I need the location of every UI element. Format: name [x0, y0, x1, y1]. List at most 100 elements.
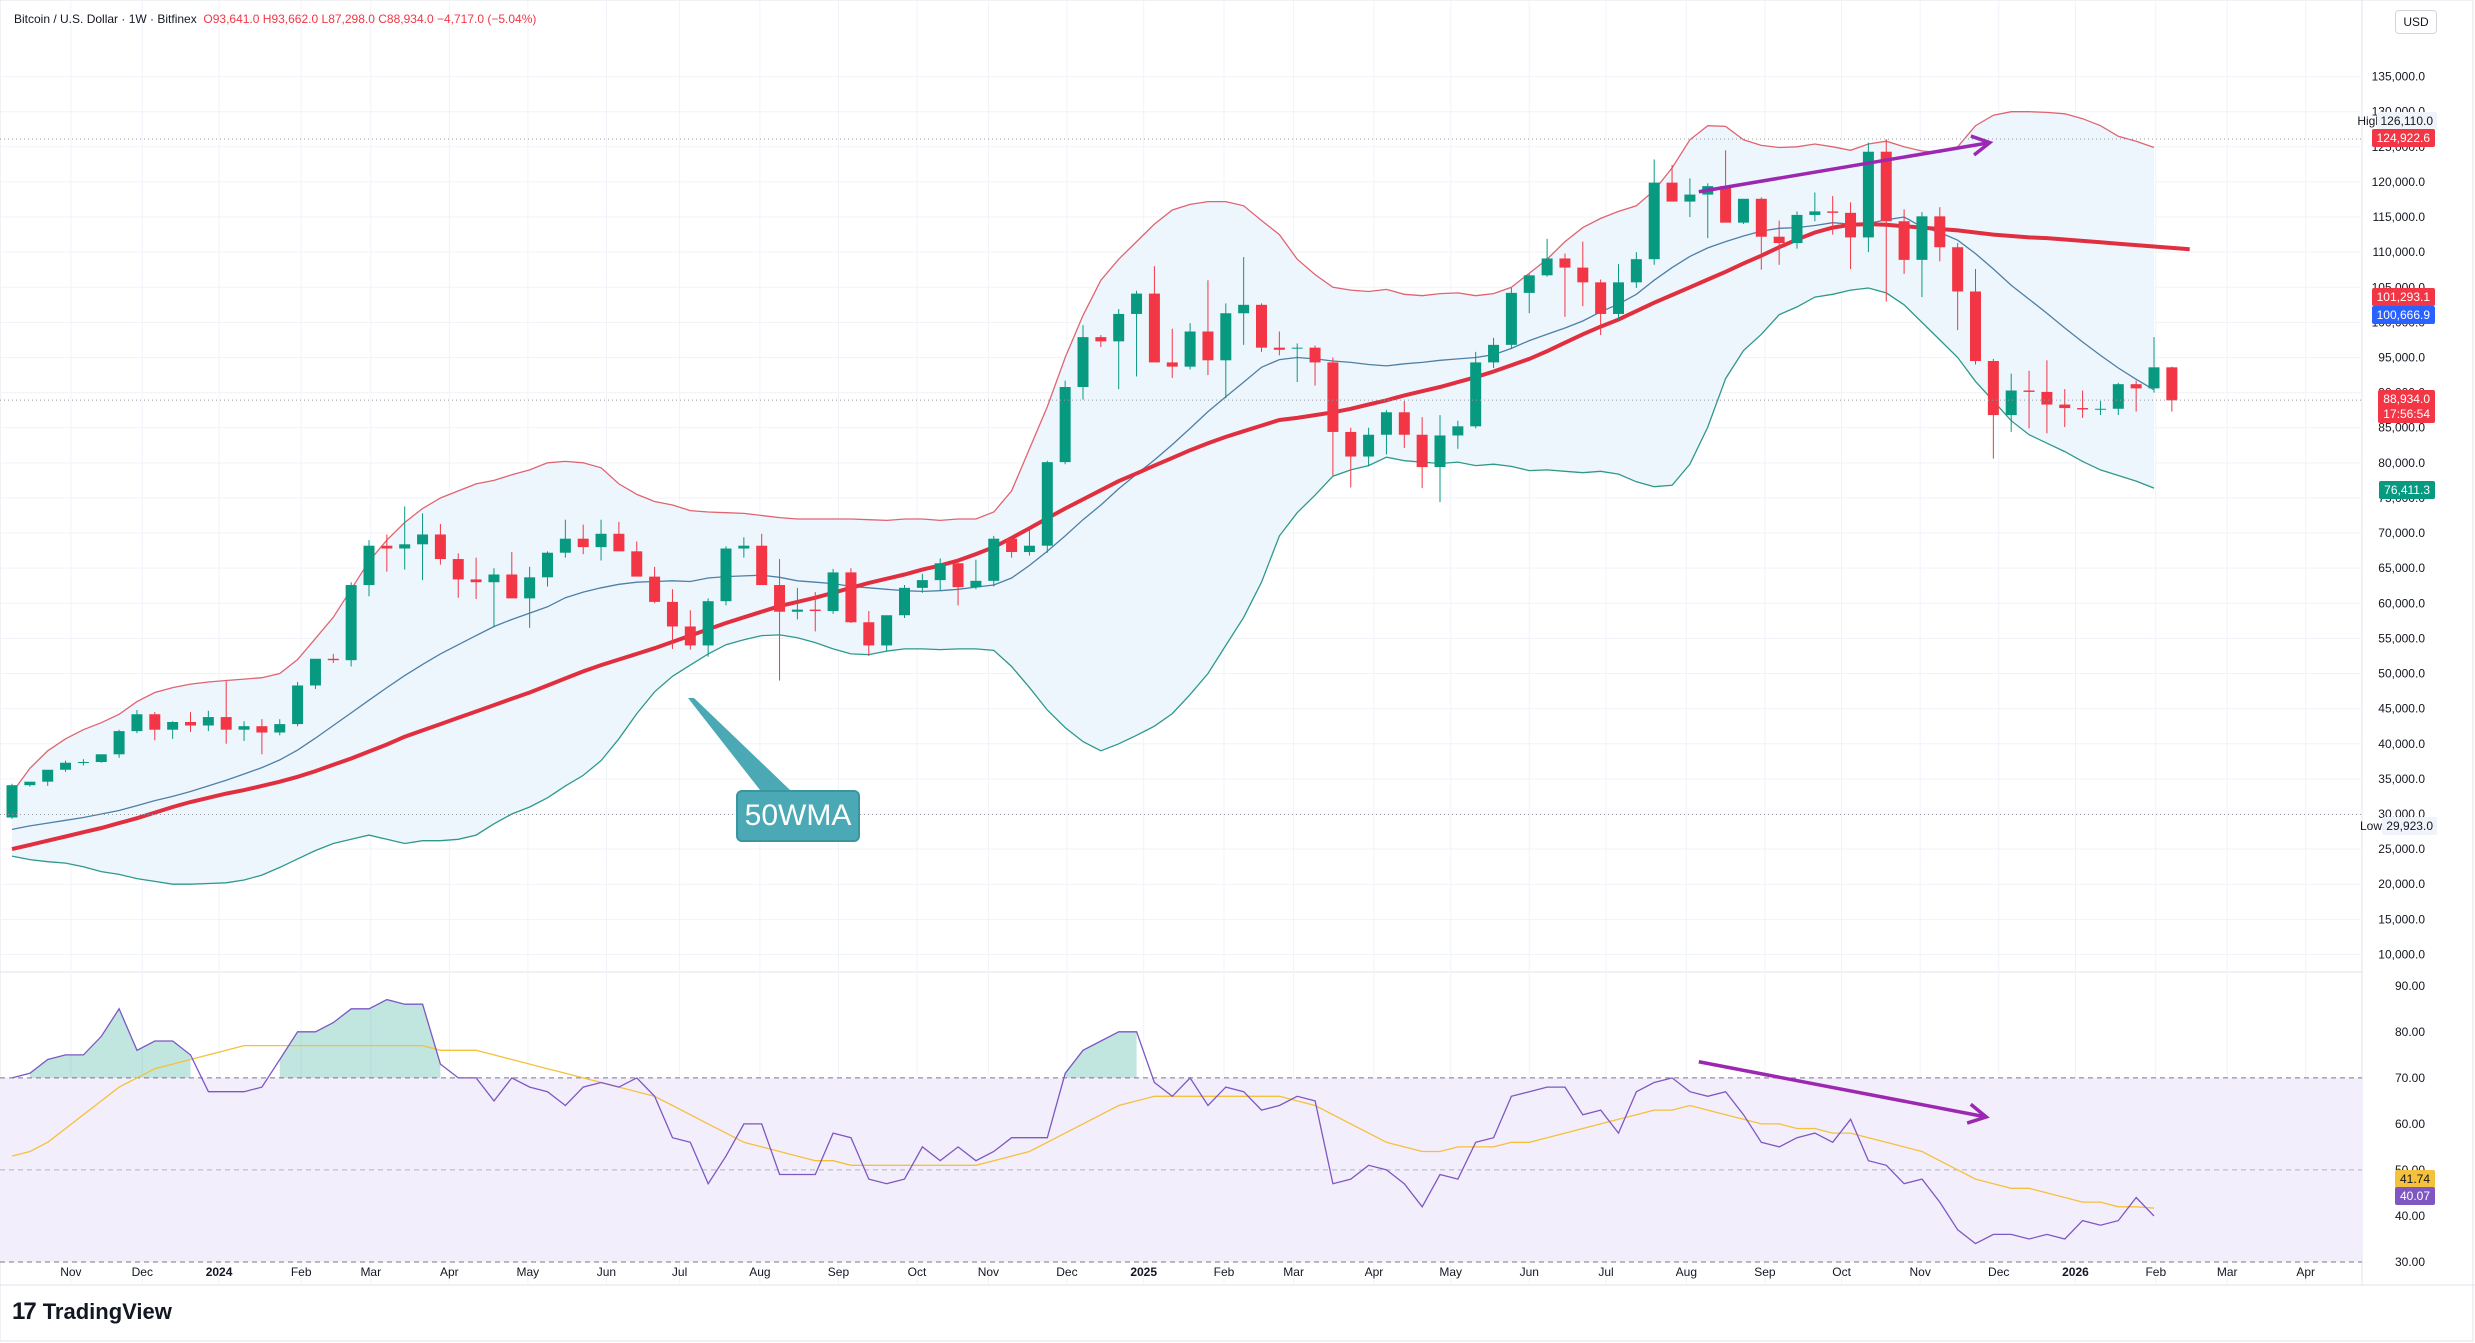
candle [1559, 253, 1571, 317]
candle [1684, 178, 1696, 218]
rsi-divergence-arrow-shaft [1698, 1060, 1987, 1119]
candle [1416, 417, 1428, 489]
candle [1630, 252, 1642, 288]
candle-body [1416, 434, 1428, 468]
candle [863, 611, 875, 656]
candle [1773, 220, 1785, 265]
candle-body [524, 577, 536, 599]
candle [1880, 139, 1892, 302]
candle-body [1827, 211, 1839, 213]
candle-body [1041, 462, 1053, 546]
price-tick-label: 110,000.0 [2373, 245, 2426, 259]
candle [60, 760, 72, 772]
candle-body [863, 622, 875, 646]
time-tick-label: Jun [1520, 1265, 1539, 1279]
time-tick-label: Mar [1283, 1265, 1304, 1279]
candle [6, 783, 18, 819]
candle-body [899, 587, 910, 616]
candle-body [1773, 236, 1785, 244]
candle [1327, 357, 1339, 476]
candle [2059, 389, 2071, 428]
candle [1380, 410, 1392, 455]
candle [774, 559, 786, 681]
wma-annotation-label[interactable]: 50WMA [736, 790, 860, 842]
candle [2005, 373, 2017, 432]
candle-body [649, 576, 661, 602]
rsi-tick-label: 60.00 [2395, 1117, 2425, 1131]
candle [42, 769, 54, 786]
candle [1577, 241, 1589, 307]
candle [756, 533, 768, 586]
candle [827, 568, 839, 614]
candle-body [77, 762, 89, 764]
candle [1309, 345, 1321, 386]
candle [1970, 269, 1981, 365]
candle-body [274, 724, 286, 733]
candle-body [434, 534, 446, 560]
currency-button[interactable]: USD [2395, 10, 2437, 34]
candle-body [1952, 247, 1964, 292]
symbol-name: Bitcoin / U.S. Dollar · 1W · Bitfinex [14, 12, 197, 26]
candle [2041, 360, 2053, 434]
price-tick-label: 65,000.0 [2378, 561, 2425, 575]
candle [1862, 142, 1874, 253]
time-tick-label: Feb [1214, 1265, 1235, 1279]
candle [1470, 351, 1482, 429]
candle-body [1256, 304, 1267, 348]
candle [542, 551, 553, 587]
price-tick-label: 120,000.0 [2372, 175, 2426, 189]
time-tick-label: 2026 [2062, 1265, 2089, 1279]
time-tick-label: Oct [908, 1265, 927, 1279]
candle-body [1666, 182, 1678, 202]
candle [916, 573, 928, 593]
candle-body [702, 601, 714, 646]
candle-body [1684, 194, 1696, 202]
time-tick-label: Feb [2145, 1265, 2166, 1279]
candle-body [309, 658, 321, 686]
candle [274, 719, 286, 736]
candle [970, 559, 982, 590]
candle [1898, 209, 1910, 274]
candle [1720, 150, 1732, 223]
candle-body [149, 714, 161, 730]
candle-body [2148, 367, 2160, 389]
candle [470, 557, 482, 600]
time-tick-label: Dec [132, 1265, 153, 1279]
candle [95, 754, 107, 763]
price-tick-label: 55,000.0 [2378, 631, 2425, 645]
candle-body [1095, 337, 1107, 342]
time-tick-label: May [1439, 1265, 1462, 1279]
candle-body [417, 534, 429, 545]
candle [1023, 528, 1035, 556]
rsi-divergence-arrow [1698, 1060, 1990, 1125]
candle [559, 519, 571, 558]
tradingview-logo[interactable]: 17 TradingView [12, 1298, 172, 1326]
rsi-ma-tag: 41.74 [2394, 1170, 2435, 1188]
candle [1666, 165, 1678, 202]
candle [2166, 366, 2178, 412]
candle [684, 610, 696, 650]
candle-body [2059, 404, 2071, 409]
candle [1845, 202, 1857, 270]
candle [666, 589, 678, 649]
ohlc-high: H93,662.0 [262, 12, 319, 26]
candle [1220, 303, 1232, 399]
candle-body [327, 658, 339, 661]
time-tick-label: May [517, 1265, 540, 1279]
price-divergence-arrow-shaft [1698, 140, 1991, 194]
candle [1987, 358, 1999, 459]
candle-body [363, 545, 375, 586]
candle-body [167, 721, 179, 730]
price-tick-label: 80,000.0 [2378, 456, 2425, 470]
candle-body [399, 544, 411, 549]
brand-name: TradingView [42, 1299, 172, 1324]
candle [1505, 287, 1517, 350]
candle [702, 598, 714, 657]
candle-body [1970, 291, 1981, 362]
candle [131, 710, 143, 734]
candle [1202, 280, 1214, 376]
candle-body [1131, 293, 1143, 314]
candle-body [1077, 337, 1089, 387]
candle-body [1291, 347, 1303, 349]
